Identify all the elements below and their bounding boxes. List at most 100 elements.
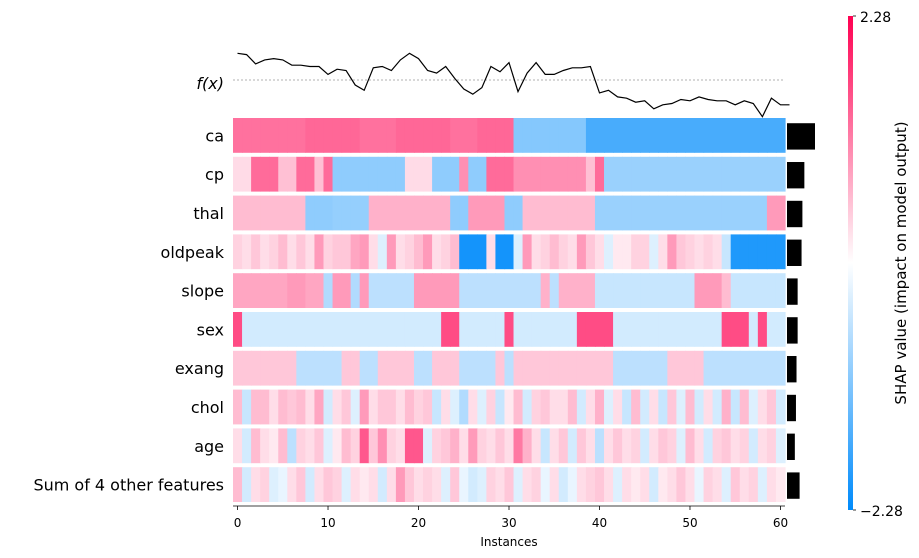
heatmap-cell [631, 118, 641, 153]
heatmap-cell [522, 467, 533, 502]
heatmap-cell [413, 234, 424, 270]
heatmap-cell [341, 273, 352, 308]
heatmap-cell [622, 389, 632, 425]
heatmap-cell [368, 156, 379, 192]
heatmap-cell [766, 467, 777, 502]
heatmap-cell [585, 118, 596, 153]
heatmap-cell [314, 312, 325, 347]
heatmap-cell [368, 273, 379, 308]
heatmap-cell [594, 312, 605, 347]
x-tick-label: 60 [773, 516, 788, 530]
heatmap-cell [233, 273, 243, 308]
heatmap-cell [567, 118, 578, 153]
heatmap-cell [766, 156, 777, 192]
heatmap-cell [631, 467, 641, 502]
heatmap-cell [269, 467, 279, 502]
heatmap-cell [748, 350, 759, 386]
heatmap-cell [468, 389, 478, 425]
heatmap-cell [748, 428, 759, 464]
heatmap-cell [549, 428, 560, 464]
heatmap-cell [730, 428, 741, 464]
heatmap-cell [775, 467, 786, 502]
heatmap-cell [549, 467, 560, 502]
heatmap-cell [305, 234, 316, 270]
heatmap-cell [567, 273, 578, 308]
heatmap-cell [522, 156, 533, 192]
heatmap-cell [667, 273, 678, 308]
heatmap-cell [604, 467, 614, 502]
heatmap-cell [694, 467, 705, 502]
heatmap-cell [757, 156, 768, 192]
heatmap-cell [404, 428, 415, 464]
heatmap-cell [242, 118, 252, 153]
heatmap-cell [269, 273, 279, 308]
heatmap-cell [567, 389, 578, 425]
heatmap-cell [576, 195, 587, 231]
heatmap-cell [296, 350, 306, 386]
heatmap-cell [504, 428, 515, 464]
heatmap-cell [386, 273, 397, 308]
heatmap-cell [739, 273, 750, 308]
heatmap-cell [287, 428, 297, 464]
x-tick-label: 10 [320, 516, 335, 530]
heatmap-cell [287, 389, 297, 425]
colorbar-gradient [848, 16, 853, 510]
heatmap-cell [359, 389, 370, 425]
heatmap-cell [395, 273, 406, 308]
heatmap-cell [404, 234, 415, 270]
heatmap-cell [757, 195, 768, 231]
heatmap-cell [368, 312, 379, 347]
heatmap-cell [350, 273, 361, 308]
heatmap-cell [404, 273, 415, 308]
heatmap-cell [549, 234, 560, 270]
heatmap-cell [441, 273, 451, 308]
heatmap-cell [622, 195, 632, 231]
heatmap-cell [495, 428, 506, 464]
heatmap-cell [694, 312, 705, 347]
heatmap-cell [522, 234, 533, 270]
heatmap-grid [233, 118, 786, 502]
heatmap-cell [531, 156, 542, 192]
heatmap-cell [368, 389, 379, 425]
heatmap-cell [640, 118, 650, 153]
heatmap-cell [486, 273, 497, 308]
heatmap-cell [504, 350, 515, 386]
heatmap-cell [585, 350, 596, 386]
heatmap-cell [658, 273, 668, 308]
heatmap-cell [676, 273, 687, 308]
heatmap-cell [423, 156, 433, 192]
heatmap-cell [368, 195, 379, 231]
heatmap-cell [432, 156, 442, 192]
heatmap-cell [242, 389, 252, 425]
heatmap-cell [314, 428, 325, 464]
heatmap-cell [622, 467, 632, 502]
colorbar-min-label: −2.28 [860, 504, 903, 520]
heatmap-cell [775, 428, 786, 464]
heatmap-cell [531, 312, 542, 347]
heatmap-cell [341, 234, 352, 270]
heatmap-cell [260, 273, 270, 308]
x-tick-label: 40 [592, 516, 607, 530]
heatmap-cell [558, 195, 569, 231]
heatmap-cell [622, 234, 632, 270]
heatmap-cell [260, 467, 270, 502]
heatmap-cell [558, 118, 569, 153]
heatmap-cell [332, 467, 343, 502]
heatmap-cell [739, 389, 750, 425]
heatmap-cell [730, 389, 741, 425]
heatmap-cell [233, 467, 243, 502]
heatmap-cell [558, 467, 569, 502]
heatmap-cell [585, 389, 596, 425]
heatmap-cell [558, 312, 569, 347]
heatmap-cell [395, 195, 406, 231]
heatmap-cell [395, 118, 406, 153]
heatmap-cell [450, 428, 460, 464]
importance-bar [787, 162, 805, 189]
heatmap-cell [287, 234, 297, 270]
heatmap-cell [486, 389, 497, 425]
heatmap-cell [676, 195, 687, 231]
heatmap-cell [567, 312, 578, 347]
heatmap-cell [748, 312, 759, 347]
heatmap-cell [558, 234, 569, 270]
heatmap-cell [377, 428, 388, 464]
